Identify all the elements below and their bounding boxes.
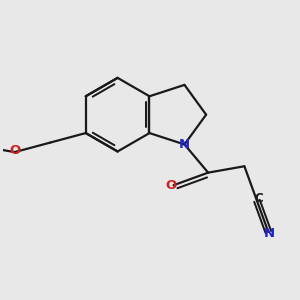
- Text: O: O: [9, 144, 20, 157]
- Text: N: N: [179, 138, 190, 151]
- Text: O: O: [165, 179, 176, 192]
- Text: N: N: [264, 227, 275, 240]
- Text: C: C: [254, 192, 263, 205]
